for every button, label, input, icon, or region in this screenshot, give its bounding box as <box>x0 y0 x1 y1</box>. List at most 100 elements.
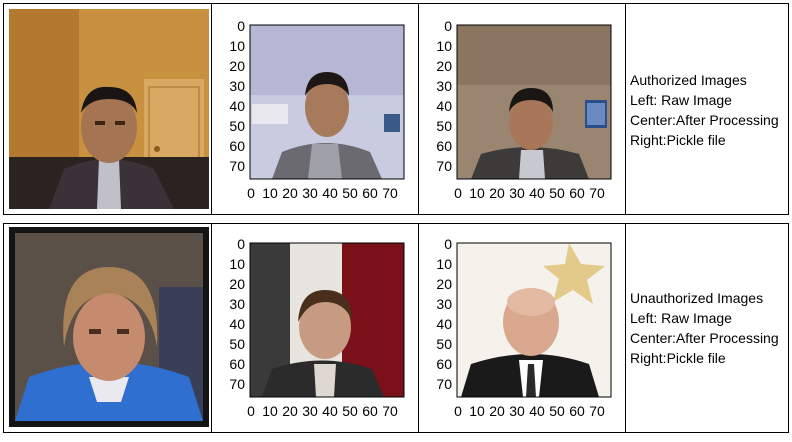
x-tick-label: 20 <box>282 185 298 201</box>
x-tick-label: 30 <box>302 403 318 419</box>
processed-image-cell: 0 10 20 30 40 50 60 70 0 10 20 30 <box>211 3 419 215</box>
unauthorized-raw-image <box>9 227 209 427</box>
x-tick-label: 50 <box>549 185 565 201</box>
unauthorized-pickle-plot: 0 10 20 30 40 50 60 70 0 10 20 30 <box>419 224 626 434</box>
caption-center: Center:After Processing <box>630 330 779 346</box>
x-tick-label: 60 <box>362 185 378 201</box>
y-tick-label: 30 <box>229 78 245 94</box>
y-tick-label: 50 <box>229 336 245 352</box>
y-tick-label: 0 <box>444 18 452 34</box>
caption-cell: Authorized Images Left: Raw Image Center… <box>625 3 789 215</box>
raw-image-cell <box>3 223 212 433</box>
x-tick-label: 10 <box>469 403 485 419</box>
caption-cell: Unauthorized Images Left: Raw Image Cent… <box>625 223 789 433</box>
authorized-processed-plot: 0 10 20 30 40 50 60 70 0 10 20 30 <box>212 4 419 214</box>
authorized-pickle-plot: 0 10 20 30 40 50 60 70 0 10 20 30 <box>419 4 626 214</box>
y-tick-label: 20 <box>436 276 452 292</box>
x-axis-ticks: 0 10 20 30 40 50 60 70 <box>247 403 398 419</box>
y-tick-label: 10 <box>229 256 245 272</box>
x-tick-label: 40 <box>322 403 338 419</box>
y-axis-ticks: 0 10 20 30 40 50 60 70 <box>436 18 452 174</box>
y-tick-label: 60 <box>436 356 452 372</box>
x-tick-label: 30 <box>302 185 318 201</box>
caption-center: Center:After Processing <box>630 112 779 128</box>
x-tick-label: 30 <box>509 403 525 419</box>
y-tick-label: 40 <box>436 316 452 332</box>
x-tick-label: 40 <box>529 185 545 201</box>
raw-image-cell <box>3 3 212 215</box>
authorized-row: 0 10 20 30 40 50 60 70 0 10 20 30 <box>3 3 789 215</box>
caption-right: Right:Pickle file <box>630 350 726 366</box>
y-tick-label: 30 <box>229 296 245 312</box>
pickle-image-cell: 0 10 20 30 40 50 60 70 0 10 20 30 <box>418 3 626 215</box>
y-tick-label: 70 <box>436 158 452 174</box>
unauthorized-row: 0 10 20 30 40 50 60 70 0 10 20 30 <box>3 223 789 434</box>
authorized-caption: Authorized Images Left: Raw Image Center… <box>630 70 779 150</box>
unauthorized-caption: Unauthorized Images Left: Raw Image Cent… <box>630 288 779 368</box>
y-axis-ticks: 0 10 20 30 40 50 60 70 <box>436 236 452 392</box>
x-tick-label: 20 <box>489 185 505 201</box>
y-tick-label: 0 <box>237 236 245 252</box>
image-comparison-table: 0 10 20 30 40 50 60 70 0 10 20 30 <box>3 3 789 433</box>
x-tick-label: 20 <box>489 403 505 419</box>
y-tick-label: 30 <box>436 296 452 312</box>
y-tick-label: 30 <box>436 78 452 94</box>
x-tick-label: 0 <box>454 403 462 419</box>
x-tick-label: 0 <box>247 185 255 201</box>
x-tick-label: 60 <box>362 403 378 419</box>
y-tick-label: 60 <box>229 356 245 372</box>
caption-title: Authorized Images <box>630 72 747 88</box>
x-tick-label: 70 <box>589 185 605 201</box>
y-tick-label: 10 <box>229 38 245 54</box>
y-tick-label: 70 <box>436 376 452 392</box>
x-tick-label: 10 <box>469 185 485 201</box>
unauthorized-processed-plot: 0 10 20 30 40 50 60 70 0 10 20 30 <box>212 224 419 434</box>
x-tick-label: 10 <box>262 185 278 201</box>
x-tick-label: 30 <box>509 185 525 201</box>
y-tick-label: 40 <box>229 98 245 114</box>
authorized-raw-image <box>9 9 209 209</box>
y-tick-label: 70 <box>229 158 245 174</box>
x-axis-ticks: 0 10 20 30 40 50 60 70 <box>247 185 398 201</box>
x-tick-label: 50 <box>342 403 358 419</box>
y-tick-label: 20 <box>436 58 452 74</box>
x-tick-label: 70 <box>589 403 605 419</box>
x-tick-label: 0 <box>454 185 462 201</box>
caption-left: Left: Raw Image <box>630 310 732 326</box>
y-tick-label: 0 <box>237 18 245 34</box>
x-tick-label: 40 <box>322 185 338 201</box>
x-tick-label: 70 <box>382 403 398 419</box>
y-axis-ticks: 0 10 20 30 40 50 60 70 <box>229 18 245 174</box>
y-tick-label: 20 <box>229 58 245 74</box>
x-axis-ticks: 0 10 20 30 40 50 60 70 <box>454 403 605 419</box>
x-tick-label: 70 <box>382 185 398 201</box>
y-tick-label: 50 <box>229 118 245 134</box>
x-tick-label: 60 <box>569 403 585 419</box>
y-tick-label: 50 <box>436 336 452 352</box>
x-tick-label: 50 <box>342 185 358 201</box>
y-tick-label: 60 <box>229 138 245 154</box>
y-tick-label: 50 <box>436 118 452 134</box>
y-tick-label: 10 <box>436 256 452 272</box>
x-tick-label: 10 <box>262 403 278 419</box>
y-tick-label: 70 <box>229 376 245 392</box>
x-tick-label: 50 <box>549 403 565 419</box>
caption-left: Left: Raw Image <box>630 92 732 108</box>
x-tick-label: 0 <box>247 403 255 419</box>
y-tick-label: 60 <box>436 138 452 154</box>
x-tick-label: 60 <box>569 185 585 201</box>
y-tick-label: 0 <box>444 236 452 252</box>
processed-image-cell: 0 10 20 30 40 50 60 70 0 10 20 30 <box>211 223 419 434</box>
caption-title: Unauthorized Images <box>630 290 764 306</box>
y-tick-label: 10 <box>436 38 452 54</box>
y-tick-label: 40 <box>229 316 245 332</box>
pickle-image-cell: 0 10 20 30 40 50 60 70 0 10 20 30 <box>418 223 626 434</box>
caption-right: Right:Pickle file <box>630 132 726 148</box>
y-tick-label: 20 <box>229 276 245 292</box>
x-axis-ticks: 0 10 20 30 40 50 60 70 <box>454 185 605 201</box>
row-spacer <box>4 215 789 224</box>
x-tick-label: 40 <box>529 403 545 419</box>
y-axis-ticks: 0 10 20 30 40 50 60 70 <box>229 236 245 392</box>
y-tick-label: 40 <box>436 98 452 114</box>
x-tick-label: 20 <box>282 403 298 419</box>
